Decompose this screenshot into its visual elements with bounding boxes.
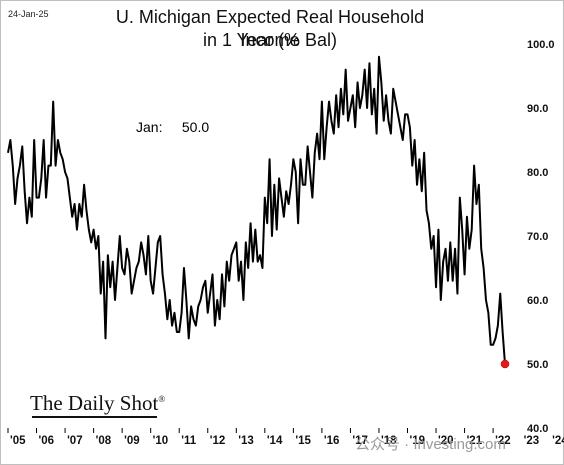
- brand-underline: [32, 416, 157, 418]
- x-tick-label: '12: [210, 435, 226, 447]
- latest-value-annotation: Jan: 50.0: [136, 119, 209, 135]
- x-tick-label: '07: [67, 435, 83, 447]
- y-tick-label: 90.0: [527, 103, 548, 115]
- x-tick-label: '22: [495, 435, 511, 447]
- watermark: 公众号 · Investing.com: [355, 436, 506, 453]
- x-tick-label: '09: [124, 435, 140, 447]
- chart-title-line2: in 1 Year (% Bal): [202, 30, 338, 50]
- brand-mark: ®: [158, 394, 166, 404]
- last-point-marker: [500, 359, 510, 369]
- x-tick-label: '13: [238, 435, 254, 447]
- x-tick-label: '20: [438, 435, 454, 447]
- y-tick-label: 50.0: [527, 359, 548, 371]
- annotation-value: 50.0: [181, 119, 210, 135]
- x-tick-label: '17: [352, 435, 368, 447]
- chart-date: 24-Jan-25: [8, 9, 49, 19]
- x-tick-label: '15: [295, 435, 311, 447]
- x-tick-label: '21: [467, 435, 483, 447]
- x-tick-label: '14: [267, 435, 283, 447]
- series-line: [7, 55, 506, 365]
- annotation-label: Jan:: [136, 119, 163, 135]
- y-tick-label: 60.0: [527, 295, 548, 307]
- x-tick-label: '23: [524, 435, 540, 447]
- x-tick-label: '16: [324, 435, 340, 447]
- x-tick-label: '24: [552, 435, 564, 447]
- y-tick-label: 100.0: [527, 39, 555, 51]
- x-tick-label: '18: [381, 435, 397, 447]
- x-tick-label: '11: [181, 435, 196, 447]
- y-tick-label: 80.0: [527, 167, 548, 179]
- x-tick-label: '05: [10, 435, 26, 447]
- x-tick-label: '10: [153, 435, 169, 447]
- brand-logo: The Daily Shot®: [30, 391, 165, 416]
- y-tick-label: 40.0: [527, 423, 548, 435]
- y-tick-label: 70.0: [527, 231, 548, 243]
- x-tick-label: '06: [39, 435, 55, 447]
- x-tick-label: '19: [410, 435, 426, 447]
- x-tick-label: '08: [96, 435, 112, 447]
- chart-title-line1: U. Michigan Expected Real Household Inco…: [115, 7, 425, 50]
- brand-name: The Daily Shot: [30, 391, 159, 415]
